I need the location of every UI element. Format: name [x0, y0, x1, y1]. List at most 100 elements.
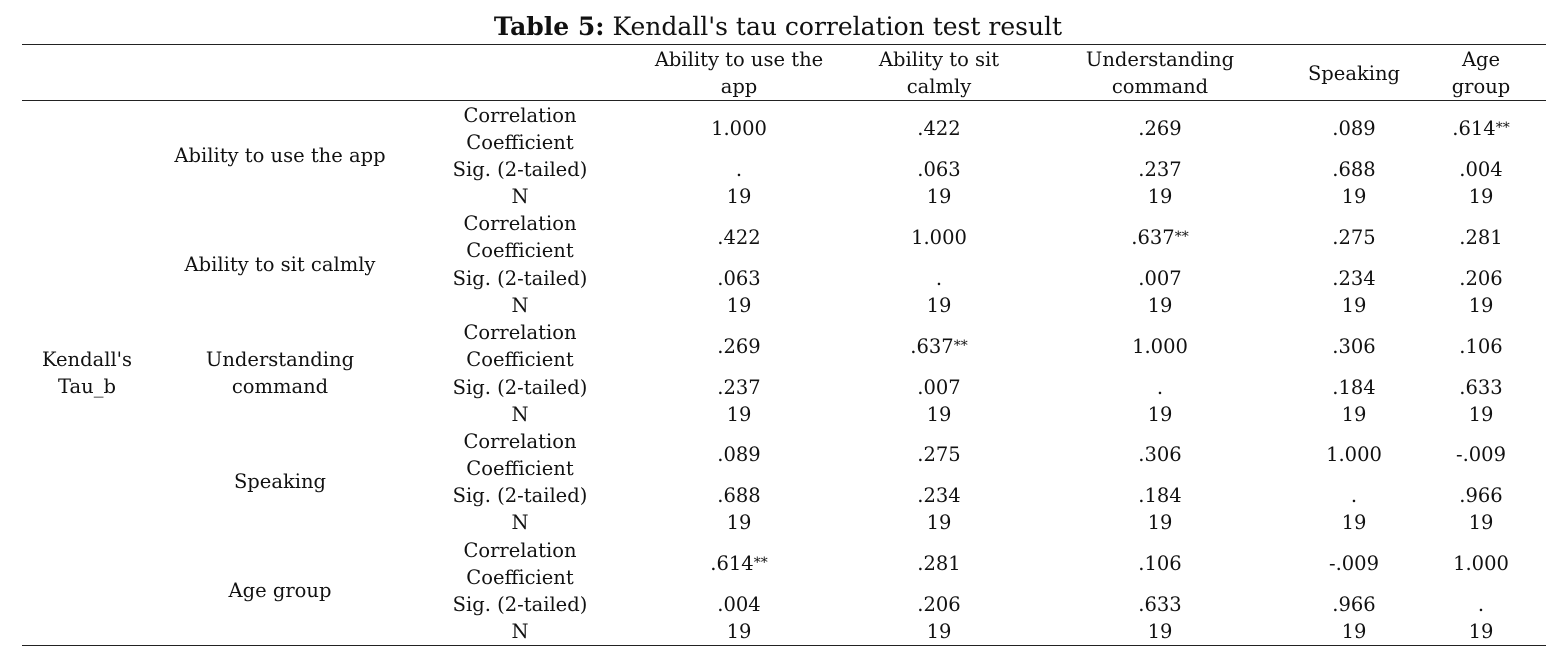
row-statistic-label: Sig. (2-tailed) — [420, 156, 620, 183]
significance-value: .007 — [1138, 266, 1182, 290]
significance-value: .206 — [1459, 266, 1503, 290]
text-line: N — [511, 402, 529, 426]
correlation-value: .422 — [639, 210, 839, 265]
value-text: -.009 — [1455, 443, 1506, 467]
row-statistic-label: N — [420, 292, 620, 319]
text-line: Coefficient — [466, 348, 574, 372]
significance-marker: ** — [1495, 120, 1510, 136]
significance-value: .206 — [917, 593, 961, 617]
row-variable-name-text: Understanding command — [206, 346, 354, 400]
row-variable-name-text: Age group — [229, 577, 332, 604]
text-line: app — [720, 75, 758, 98]
column-header: Speaking — [1274, 46, 1434, 100]
value-text: 1.000 — [711, 117, 767, 140]
text-line: Speaking — [1307, 61, 1401, 85]
text-line: command — [231, 374, 329, 398]
correlation-value: 1.000 — [1426, 536, 1536, 591]
text-line: Coefficient — [466, 239, 574, 263]
correlation-value: .275 — [844, 427, 1034, 482]
sample-size-value: 19 — [1341, 293, 1367, 317]
correlation-value: .637 ** — [844, 319, 1034, 374]
row-variable-name: Ability to sit calmly — [150, 210, 410, 319]
row-statistic-label-text: N — [511, 183, 528, 210]
correlation-value: .281 — [1426, 210, 1536, 265]
row-statistic-label: N — [420, 509, 620, 536]
sample-size-value: 19 — [1341, 620, 1367, 644]
significance-value: . — [935, 266, 943, 290]
correlation-value: .089 — [639, 427, 839, 482]
value-text: .306 — [1138, 443, 1182, 467]
significance-value: .063 — [917, 158, 961, 181]
significance-value: .633 — [1459, 375, 1503, 399]
significance-value: . — [1156, 375, 1164, 399]
significance-marker: ** — [753, 555, 768, 572]
value-text: .422 — [917, 117, 961, 140]
text-line: Correlation — [463, 429, 577, 453]
significance-marker: ** — [1174, 228, 1189, 245]
row-statistic-label: Sig. (2-tailed) — [420, 374, 620, 401]
row-variable-name: Ability to use the app — [150, 101, 410, 210]
value-text: .089 — [717, 443, 761, 467]
table-caption: Table 5: Kendall's tau correlation test … — [0, 12, 1556, 42]
value-text: -.009 — [1328, 552, 1379, 576]
text-line: Speaking — [233, 470, 327, 494]
correlation-value: .275 — [1274, 210, 1434, 265]
row-variable-name: Speaking — [150, 427, 410, 536]
text-line: group — [1451, 75, 1511, 98]
sample-size-value: 19 — [1147, 402, 1173, 426]
significance-value: . — [1350, 484, 1358, 508]
correlation-value: .089 — [1274, 101, 1434, 156]
text-line: Kendall's — [41, 348, 133, 371]
sample-size-value: 19 — [726, 185, 752, 208]
row-statistic-label: Correlation Coefficient — [420, 427, 620, 482]
sample-size-value: 19 — [1147, 620, 1173, 644]
column-header: Understanding command — [1050, 46, 1270, 100]
value-text: .422 — [717, 225, 761, 249]
text-line: Correlation — [463, 212, 577, 236]
text-line: command — [1111, 75, 1209, 98]
correlation-value: -.009 — [1274, 536, 1434, 591]
significance-value: .184 — [1332, 375, 1376, 399]
text-line: Correlation — [463, 538, 577, 562]
correlation-value: .106 — [1050, 536, 1270, 591]
text-line: Sig. (2-tailed) — [452, 375, 588, 399]
row-statistic-label-text: Sig. (2-tailed) — [453, 374, 588, 401]
correlation-value: .614 ** — [1426, 101, 1536, 156]
sample-size-value: 19 — [926, 402, 952, 426]
text-line: Understanding — [1085, 48, 1235, 71]
text-line: Ability to use the — [654, 48, 824, 71]
correlation-value: .269 — [1050, 101, 1270, 156]
sample-size-value: 19 — [1468, 620, 1494, 644]
value-text: .106 — [1459, 334, 1503, 358]
text-line: Correlation — [463, 321, 577, 345]
correlation-value: 1.000 — [639, 101, 839, 156]
value-text: .089 — [1332, 117, 1376, 140]
sample-size-value: 19 — [1147, 185, 1173, 208]
table-bottom-rule — [22, 645, 1546, 646]
row-statistic-label-text: Sig. (2-tailed) — [453, 156, 588, 183]
text-line: Understanding — [205, 347, 355, 371]
row-statistic-label-text: Sig. (2-tailed) — [453, 482, 588, 509]
sample-size-value: 19 — [1147, 293, 1173, 317]
column-header: Age group — [1426, 46, 1536, 100]
sample-size-value: 19 — [1341, 511, 1367, 535]
sample-size-value: 19 — [926, 185, 952, 208]
significance-value: . — [1477, 593, 1485, 617]
row-statistic-label: Correlation Coefficient — [420, 319, 620, 374]
significance-value: .966 — [1332, 593, 1376, 617]
column-header: Ability to sit calmly — [844, 46, 1034, 100]
value-text: 1.000 — [911, 225, 967, 249]
significance-value: .184 — [1138, 484, 1182, 508]
row-statistic-label: Sig. (2-tailed) — [420, 482, 620, 509]
correlation-value: .106 — [1426, 319, 1536, 374]
text-line: Correlation — [463, 103, 577, 127]
table-header-rule — [22, 100, 1546, 101]
significance-value: .688 — [1332, 158, 1376, 181]
row-statistic-label: N — [420, 401, 620, 428]
sample-size-value: 19 — [726, 511, 752, 535]
text-line: Ability to sit — [878, 48, 1000, 71]
value-text: .275 — [1332, 225, 1376, 249]
value-text: .269 — [1138, 117, 1182, 140]
text-line: N — [511, 293, 529, 317]
row-statistic-label: N — [420, 618, 620, 645]
